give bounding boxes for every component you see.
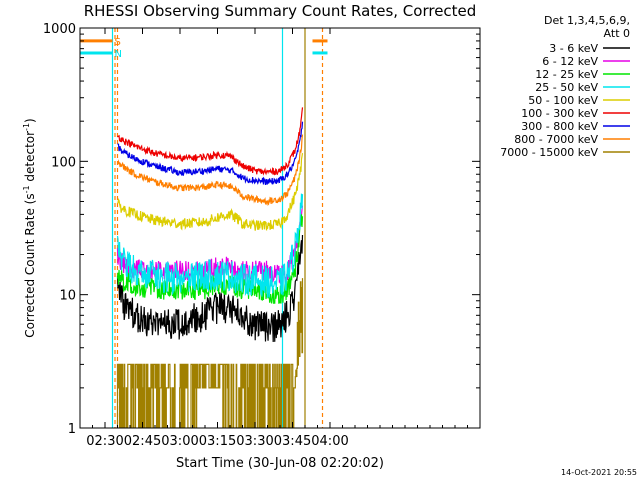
x-tick-label: 02:45 <box>124 434 161 449</box>
legend-label: 12 - 25 keV <box>535 68 598 81</box>
y-axis: 1 10 100 1000 <box>43 22 480 437</box>
series-line <box>116 235 304 342</box>
series-line <box>116 278 304 428</box>
y-tick-label: 100 <box>51 155 76 170</box>
series-line <box>116 134 304 206</box>
series-line <box>117 121 304 186</box>
x-axis: 02:30 02:45 03:00 03:15 03:30 03:45 04:00 <box>79 28 481 449</box>
x-tick-label: 03:45 <box>274 434 311 449</box>
legend-label: 25 - 50 keV <box>535 81 598 94</box>
plot-area <box>80 28 328 428</box>
y-tick-label: 1000 <box>43 22 76 37</box>
x-tick-label: 04:00 <box>311 434 348 449</box>
generation-timestamp: 14-Oct-2021 20:55 <box>561 468 637 477</box>
legend-header-detectors: Det 1,3,4,5,6,9, <box>544 14 630 27</box>
flag-label-S: S <box>115 37 121 48</box>
legend-label: 300 - 800 keV <box>521 120 598 133</box>
chart-title: RHESSI Observing Summary Count Rates, Co… <box>84 2 477 20</box>
legend-label: 800 - 7000 keV <box>514 133 598 146</box>
legend-label: 100 - 300 keV <box>521 107 598 120</box>
series-line <box>116 193 304 298</box>
legend-label: 7000 - 15000 keV <box>500 146 598 159</box>
x-tick-label: 03:30 <box>236 434 273 449</box>
x-axis-label: Start Time (30-Jun-08 02:20:02) <box>176 456 384 471</box>
series-line <box>117 153 304 231</box>
y-tick-label: 1 <box>68 422 76 437</box>
x-tick-label: 03:00 <box>161 434 198 449</box>
legend-label: 6 - 12 keV <box>542 55 598 68</box>
legend-label: 3 - 6 keV <box>549 42 598 55</box>
series-line <box>117 107 304 176</box>
x-tick-label: 02:30 <box>86 434 123 449</box>
legend-label: 50 - 100 keV <box>528 94 598 107</box>
flag-label-N: N <box>115 49 122 60</box>
y-axis-label: Corrected Count Rate (s-1 detector-1) <box>22 118 37 337</box>
series-line <box>116 214 304 305</box>
y-tick-label: 10 <box>59 289 76 304</box>
legend-header-attenuator: Att 0 <box>604 27 630 40</box>
x-tick-label: 03:15 <box>199 434 236 449</box>
